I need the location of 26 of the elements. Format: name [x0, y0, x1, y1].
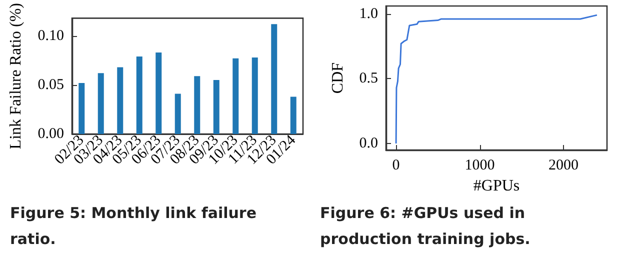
bar [174, 94, 181, 134]
y-tick-label: 0.05 [38, 76, 64, 93]
y-tick-label: 0.0 [359, 136, 378, 152]
x-axis-title: #GPUs [473, 177, 520, 194]
x-tick-label: 0 [392, 158, 400, 174]
bar [78, 82, 85, 134]
bar [194, 76, 200, 134]
y-tick-label: 0.5 [359, 70, 378, 87]
bar [117, 67, 124, 134]
x-tick-label: 2000 [548, 158, 578, 174]
y-axis-title: CDF [330, 62, 346, 94]
y-tick-label: 0.10 [38, 28, 64, 44]
bar [232, 58, 239, 134]
bar [252, 57, 258, 134]
y-tick-label: 1.0 [359, 6, 378, 22]
y-axis-title: Link Failure Ratio (%) [8, 3, 24, 150]
bar [98, 73, 104, 134]
bar [156, 52, 162, 134]
caption: Figure 6: #GPUs used in production training jobs. [320, 203, 532, 250]
line-series [395, 14, 598, 144]
x-tick-label: 1000 [464, 158, 495, 174]
bar [271, 24, 278, 134]
caption: Figure 5: Monthly link failure ratio. [10, 203, 258, 250]
bar [213, 80, 220, 134]
bar [290, 96, 296, 134]
bar [136, 56, 142, 134]
